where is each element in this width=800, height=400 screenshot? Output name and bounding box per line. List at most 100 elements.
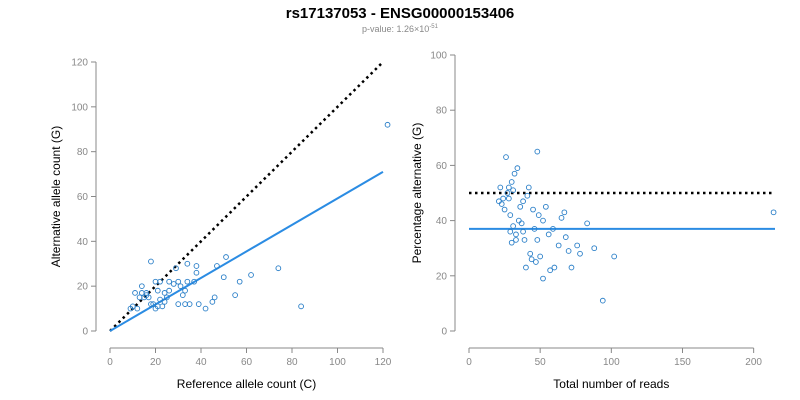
data-point xyxy=(501,206,508,213)
x-tick-label: 0 xyxy=(107,357,113,368)
data-point xyxy=(159,303,166,310)
x-axis-title: Total number of reads xyxy=(553,377,669,391)
data-point xyxy=(525,184,532,191)
pvalue-exponent: -51 xyxy=(429,24,438,30)
y-tick-label: 100 xyxy=(71,102,88,113)
data-point xyxy=(182,287,188,294)
x-tick-label: 200 xyxy=(745,357,762,368)
data-point xyxy=(527,250,534,257)
x-tick-label: 60 xyxy=(241,357,253,368)
data-point xyxy=(534,148,541,155)
data-point xyxy=(248,272,254,278)
data-point xyxy=(565,248,572,254)
data-point xyxy=(170,281,177,287)
y-tick-label: 0 xyxy=(441,327,447,338)
data-point xyxy=(498,201,505,207)
data-point xyxy=(139,290,145,296)
data-point xyxy=(770,209,777,216)
y-tick-label: 60 xyxy=(77,192,89,203)
data-point xyxy=(166,278,173,285)
data-point xyxy=(211,294,218,301)
data-point xyxy=(150,301,157,307)
data-point xyxy=(148,301,154,307)
data-point xyxy=(506,184,512,191)
data-point xyxy=(530,206,536,213)
data-point xyxy=(568,264,575,271)
data-point xyxy=(562,234,569,241)
data-point xyxy=(550,226,556,232)
data-point xyxy=(232,292,238,298)
chart-title: rs17137053 - ENSG00000153406 xyxy=(285,5,515,22)
data-point xyxy=(202,305,209,312)
x-tick-label: 40 xyxy=(195,357,207,368)
data-point xyxy=(555,242,562,249)
data-point xyxy=(506,195,512,202)
data-point xyxy=(157,296,163,303)
data-point xyxy=(574,242,581,249)
x-tick-label: 80 xyxy=(286,357,298,368)
data-point xyxy=(520,228,526,235)
data-point xyxy=(220,274,227,281)
data-point xyxy=(510,223,516,229)
data-point xyxy=(209,299,216,305)
data-point xyxy=(507,212,514,218)
chart-subtitle-pvalue: p-value: 1.26×10-51 xyxy=(0,24,800,34)
data-point xyxy=(531,226,538,232)
data-point xyxy=(540,217,546,224)
data-point xyxy=(537,253,544,260)
data-point xyxy=(223,254,229,260)
data-point xyxy=(523,264,529,271)
data-point xyxy=(139,283,145,290)
identity-reference-line xyxy=(109,61,384,332)
data-point xyxy=(517,203,524,210)
data-point xyxy=(161,290,168,296)
data-point xyxy=(193,269,200,276)
data-point xyxy=(152,305,159,312)
data-point xyxy=(591,245,598,252)
data-point xyxy=(236,278,243,285)
data-point xyxy=(152,278,159,285)
y-axis-title: Percentage alternative (G) xyxy=(410,123,424,264)
data-point xyxy=(500,195,507,202)
data-point xyxy=(161,299,168,305)
data-point xyxy=(543,203,549,210)
data-point xyxy=(535,212,542,218)
data-point xyxy=(547,267,553,274)
data-point xyxy=(533,259,539,265)
data-point xyxy=(510,187,516,194)
data-point xyxy=(520,198,526,205)
y-tick-label: 40 xyxy=(77,237,89,248)
data-point xyxy=(540,275,546,282)
data-point xyxy=(175,301,182,307)
data-point xyxy=(561,209,568,216)
data-point xyxy=(164,294,170,301)
data-point xyxy=(521,237,528,243)
y-tick-label: 60 xyxy=(436,161,448,172)
data-point xyxy=(184,278,191,285)
data-point xyxy=(513,231,519,238)
x-tick-label: 20 xyxy=(150,357,162,368)
data-point xyxy=(134,305,141,312)
data-point xyxy=(127,305,134,312)
data-point xyxy=(214,263,220,269)
data-point xyxy=(148,258,154,265)
x-tick-label: 50 xyxy=(535,357,547,368)
data-point xyxy=(611,253,618,260)
data-point xyxy=(528,256,535,263)
data-point xyxy=(551,264,558,271)
data-point xyxy=(177,283,184,290)
data-point xyxy=(384,121,391,128)
data-point xyxy=(186,301,193,307)
y-tick-label: 0 xyxy=(82,327,88,338)
data-point xyxy=(182,301,188,307)
y-tick-label: 120 xyxy=(71,58,88,69)
data-point xyxy=(179,292,186,298)
y-tick-label: 80 xyxy=(77,147,89,158)
data-point xyxy=(515,217,522,224)
y-tick-label: 20 xyxy=(436,271,448,282)
data-point xyxy=(275,265,282,272)
data-point xyxy=(524,192,531,199)
data-point xyxy=(298,303,304,310)
data-point xyxy=(175,278,182,285)
pvalue-text: p-value: 1.26×10 xyxy=(362,24,430,34)
